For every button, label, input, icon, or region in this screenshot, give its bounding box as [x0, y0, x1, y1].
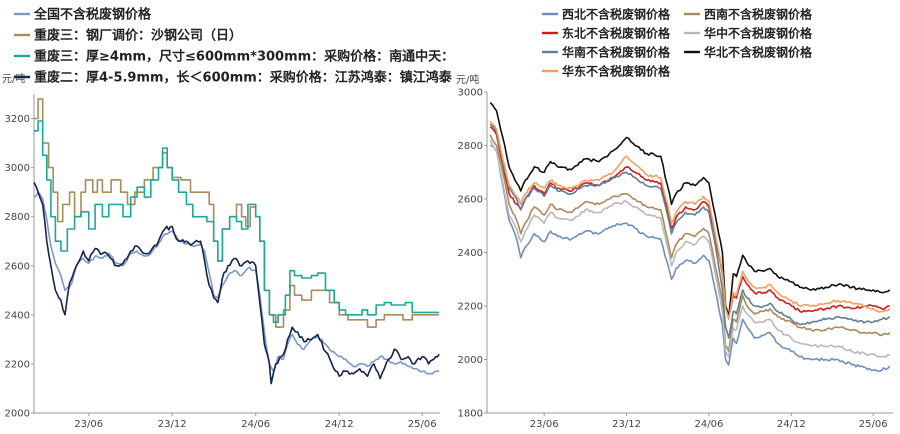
series-line-6: [489, 102, 891, 318]
legend-label: 西北不含税废钢价格: [562, 7, 671, 22]
x-tick-label: 23/06: [530, 419, 559, 430]
legend-item: 东北不含税废钢价格: [542, 26, 671, 41]
y-axis-unit-label: 元/吨: [2, 72, 25, 85]
y-tick-label: 3200: [5, 114, 30, 125]
series-line-7: [489, 120, 891, 321]
series-line-1: [33, 191, 440, 375]
chart-panel-2: 1800 2000 2200 2400 2600 2800 3000 元/吨 23/06 23/1…: [456, 7, 893, 430]
legend-item: 重废三：厚≥4mm，尺寸≤600mm*300mm：采购价格：南通中天：: [14, 49, 454, 65]
series-line-4: [33, 181, 440, 385]
x-tick-label: 24/12: [325, 419, 354, 430]
series-line-5: [489, 123, 891, 339]
series-line-3: [489, 126, 890, 318]
legend-label: 华北不含税废钢价格: [704, 45, 813, 60]
legend-label: 华东不含税废钢价格: [562, 64, 671, 79]
y-tick-label: 2000: [5, 409, 30, 420]
x-tick-label: 24/06: [241, 419, 270, 430]
x-tick-label: 24/06: [694, 419, 723, 430]
legend-label: 重废三：钢厂调价：沙钢公司（日）: [34, 28, 242, 44]
y-axis-unit-label: 元/吨: [456, 73, 479, 86]
legend-label: 重废三：厚≥4mm，尺寸≤600mm*300mm：采购价格：南通中天：: [34, 49, 454, 65]
legend-label: 华南不含税废钢价格: [562, 45, 671, 60]
y-tick-label: 2800: [458, 141, 483, 152]
y-tick-label: 2200: [5, 359, 30, 370]
legend-item: 重废二：厚4-5.9mm，长＜600mm：采购价格：江苏鸿泰：镇江鸿泰: [14, 70, 453, 86]
legend-item: 重废三：钢厂调价：沙钢公司（日）: [14, 28, 242, 44]
series-line-2: [489, 134, 891, 353]
legend-label: 全国不含税废钢价格: [33, 7, 152, 23]
legend-item: 西南不含税废钢价格: [684, 7, 813, 22]
x-tick-label: 25/06: [859, 419, 888, 430]
y-tick-label: 2400: [5, 310, 30, 321]
legend-item: 华北不含税废钢价格: [684, 45, 813, 60]
x-tick-label: 23/06: [74, 419, 103, 430]
series-line-3: [34, 120, 440, 323]
legend-item: 全国不含税废钢价格: [14, 7, 152, 23]
legend-item: 华中不含税废钢价格: [684, 26, 813, 41]
x-tick-label: 23/12: [612, 419, 641, 430]
y-tick-label: 2000: [458, 355, 483, 366]
y-tick-label: 2400: [458, 248, 483, 259]
y-tick-label: 2800: [5, 212, 30, 223]
legend-label: 西南不含税废钢价格: [704, 7, 813, 22]
x-tick-label: 24/12: [777, 419, 806, 430]
y-tick-label: 2600: [458, 195, 483, 206]
x-tick-label: 25/06: [408, 419, 437, 430]
y-tick-label: 2600: [5, 261, 30, 272]
y-tick-label: 2200: [458, 302, 483, 313]
legend-label: 东北不含税废钢价格: [562, 26, 671, 41]
legend-label: 华中不含税废钢价格: [704, 26, 813, 41]
y-tick-label: 1800: [458, 409, 483, 420]
chart-panel-1: 2000 2200 2400 2600 2800 3000 3200 元/吨 23/06 23/1…: [2, 7, 454, 431]
legend-item: 华东不含税废钢价格: [542, 64, 671, 79]
legend-item: 华南不含税废钢价格: [542, 45, 671, 60]
legend-item: 西北不含税废钢价格: [542, 7, 671, 22]
series-line-4: [489, 139, 891, 359]
legend-label: 重废二：厚4-5.9mm，长＜600mm：采购价格：江苏鸿泰：镇江鸿泰: [34, 70, 453, 86]
series-line-1: [490, 144, 891, 373]
y-tick-label: 3000: [5, 163, 30, 174]
y-tick-label: 3000: [458, 88, 483, 99]
x-tick-label: 23/12: [158, 419, 187, 430]
